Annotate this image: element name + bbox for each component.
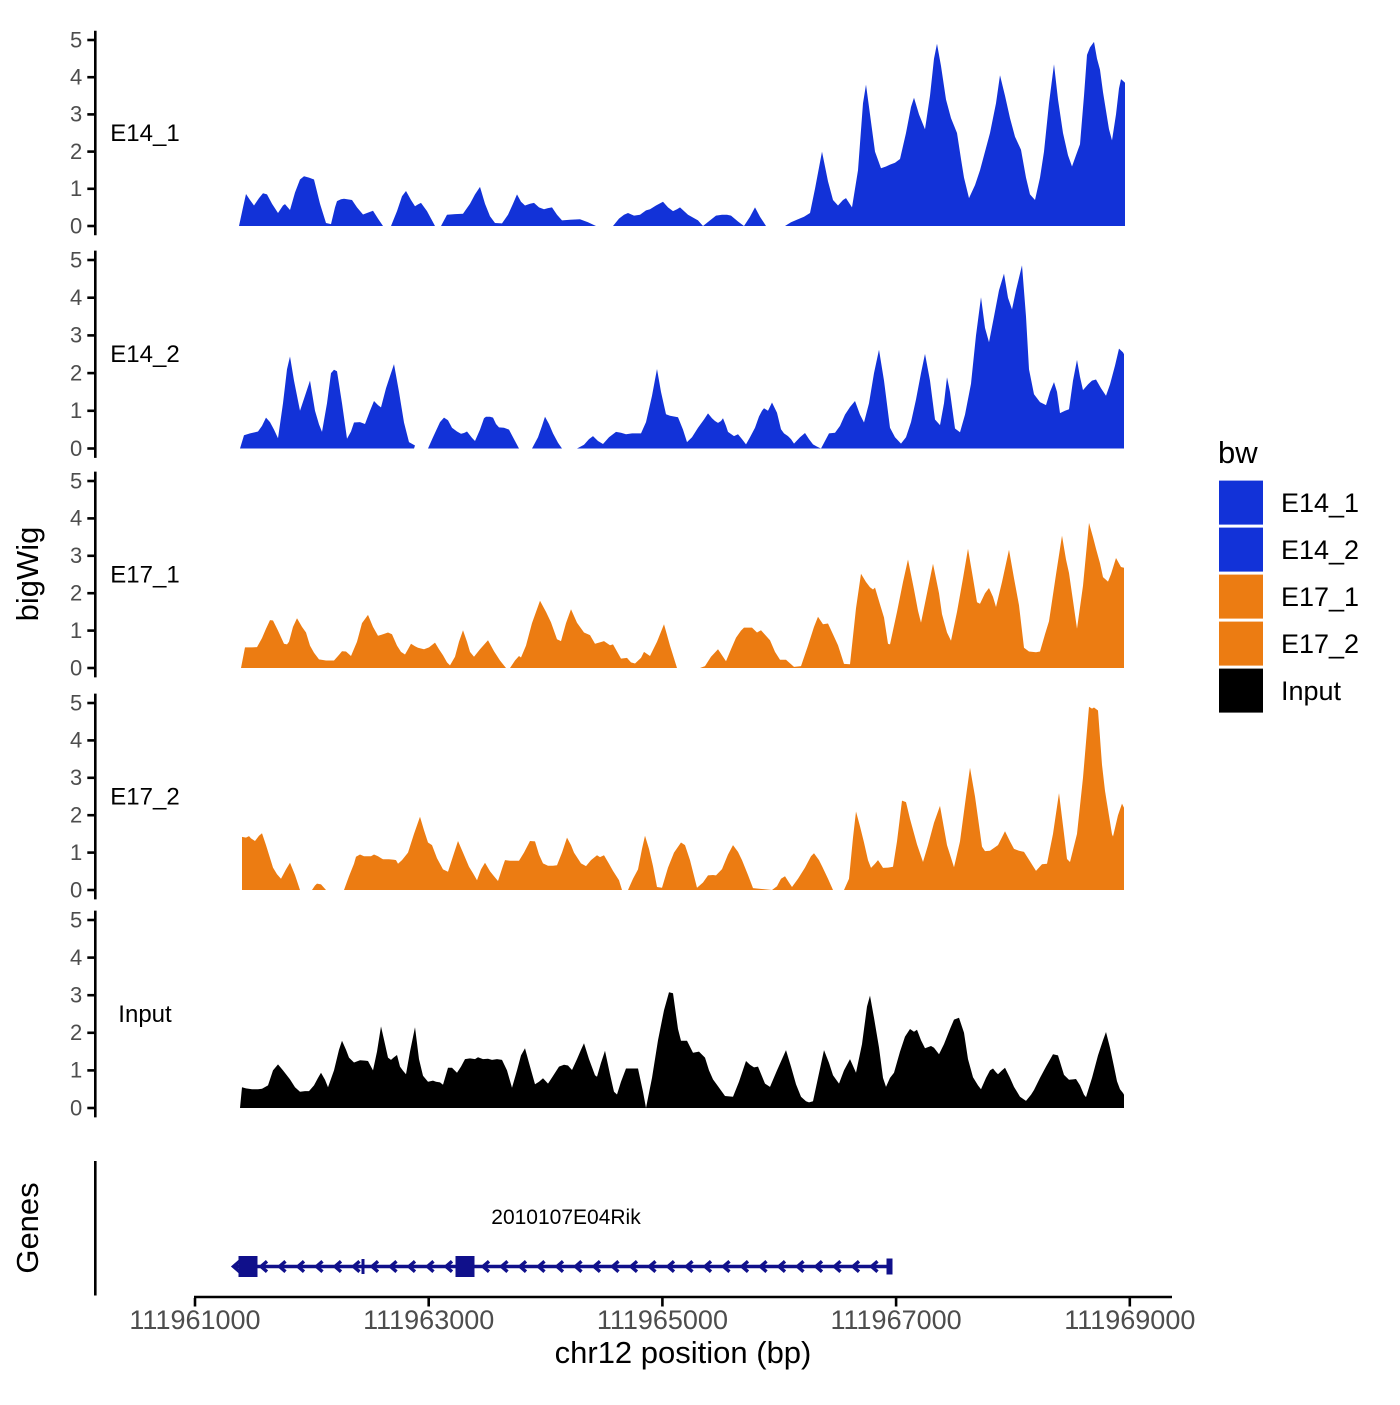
svg-text:4: 4: [70, 945, 82, 970]
svg-text:1: 1: [70, 618, 82, 643]
svg-text:0: 0: [70, 436, 82, 461]
svg-text:111967000: 111967000: [831, 1305, 962, 1335]
svg-text:Input: Input: [118, 1001, 172, 1028]
svg-text:2: 2: [70, 360, 82, 385]
svg-text:4: 4: [70, 285, 82, 310]
svg-text:2010107E04Rik: 2010107E04Rik: [491, 1206, 641, 1229]
svg-text:3: 3: [70, 323, 82, 348]
svg-text:3: 3: [70, 102, 82, 127]
svg-text:1: 1: [70, 1058, 82, 1083]
svg-text:5: 5: [70, 907, 82, 932]
svg-text:3: 3: [70, 983, 82, 1008]
svg-text:E14_1: E14_1: [110, 120, 179, 147]
svg-text:5: 5: [70, 468, 82, 493]
svg-text:Input: Input: [1281, 676, 1342, 706]
svg-text:1: 1: [70, 398, 82, 423]
svg-text:4: 4: [70, 65, 82, 90]
svg-text:0: 0: [70, 655, 82, 680]
svg-text:E14_2: E14_2: [110, 341, 179, 368]
svg-text:4: 4: [70, 506, 82, 531]
svg-text:bw: bw: [1218, 435, 1258, 470]
svg-text:0: 0: [70, 1095, 82, 1120]
svg-text:0: 0: [70, 213, 82, 238]
svg-text:5: 5: [70, 27, 82, 52]
svg-text:2: 2: [70, 1020, 82, 1045]
svg-text:2: 2: [70, 581, 82, 606]
svg-text:Genes: Genes: [10, 1182, 45, 1273]
svg-text:2: 2: [70, 803, 82, 828]
svg-text:5: 5: [70, 247, 82, 272]
svg-text:E17_1: E17_1: [1281, 582, 1359, 612]
svg-text:E17_2: E17_2: [110, 784, 179, 811]
svg-text:E17_2: E17_2: [1281, 629, 1359, 659]
svg-text:111969000: 111969000: [1064, 1305, 1195, 1335]
svg-text:1: 1: [70, 176, 82, 201]
svg-text:3: 3: [70, 765, 82, 790]
svg-text:111961000: 111961000: [129, 1305, 260, 1335]
svg-text:bigWig: bigWig: [10, 527, 45, 622]
svg-text:3: 3: [70, 543, 82, 568]
svg-text:E14_1: E14_1: [1281, 488, 1359, 518]
svg-text:chr12 position (bp): chr12 position (bp): [555, 1335, 812, 1370]
svg-text:E17_1: E17_1: [110, 562, 179, 589]
svg-text:4: 4: [70, 728, 82, 753]
svg-text:111965000: 111965000: [597, 1305, 728, 1335]
svg-text:111963000: 111963000: [363, 1305, 494, 1335]
svg-text:0: 0: [70, 877, 82, 902]
svg-text:2: 2: [70, 139, 82, 164]
svg-text:E14_2: E14_2: [1281, 535, 1359, 565]
svg-text:5: 5: [70, 690, 82, 715]
svg-text:1: 1: [70, 840, 82, 865]
